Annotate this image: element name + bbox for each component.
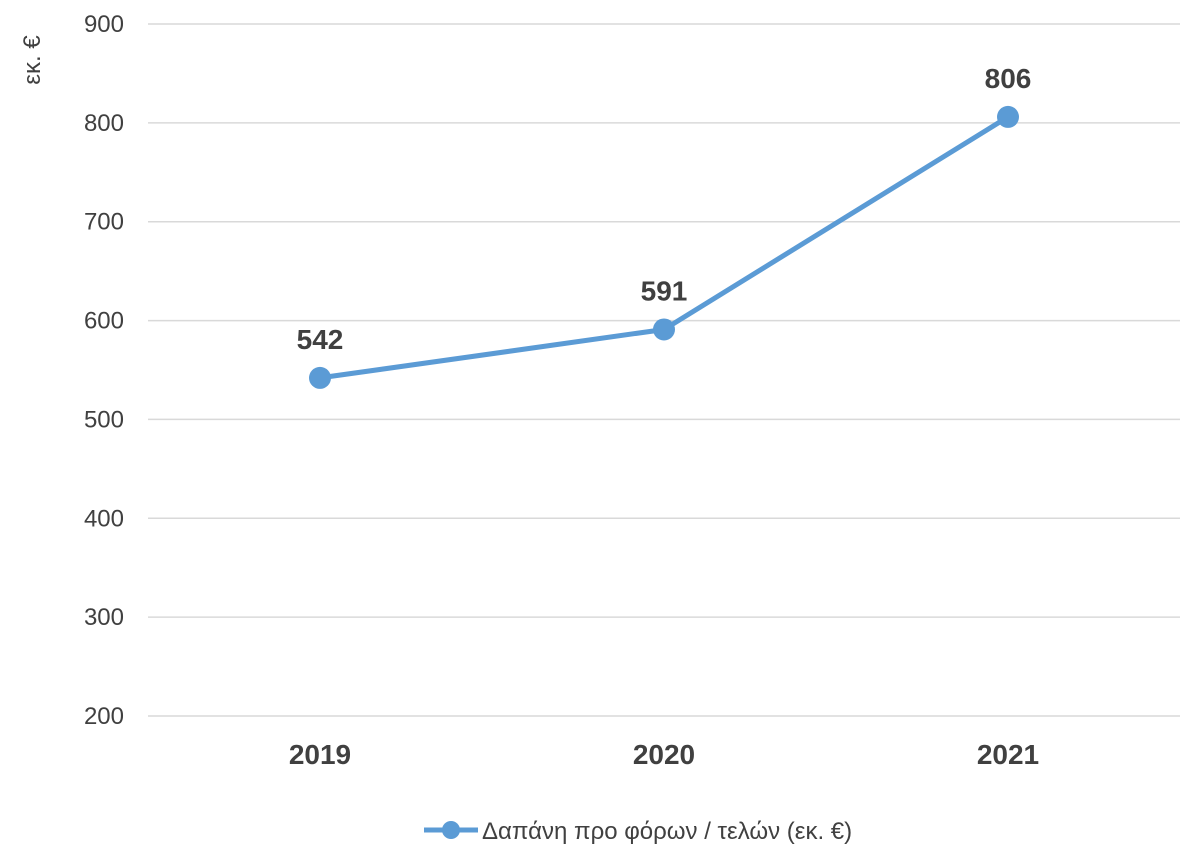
data-point (997, 105, 1019, 128)
data-label: 806 (985, 63, 1032, 94)
y-tick-label: 900 (84, 11, 124, 38)
x-tick-label: 2021 (977, 739, 1039, 770)
data-labels: 542 591 806 (297, 63, 1032, 355)
data-point (653, 318, 675, 341)
y-tick-label: 300 (84, 604, 124, 631)
y-tick-label: 800 (84, 110, 124, 137)
data-label: 591 (641, 275, 688, 306)
y-tick-label: 700 (84, 209, 124, 236)
y-tick-label: 200 (84, 703, 124, 730)
legend-marker-swatch (442, 821, 460, 839)
data-label: 542 (297, 324, 344, 355)
legend-label: Δαπάνη προ φόρων / τελών (εκ. €) (482, 818, 852, 845)
x-tick-label: 2020 (633, 739, 695, 770)
series-layer (309, 105, 1019, 389)
x-tick-label: 2019 (289, 739, 351, 770)
y-tick-label: 500 (84, 406, 124, 433)
data-point (309, 366, 331, 389)
y-tick-label: 400 (84, 505, 124, 532)
legend: Δαπάνη προ φόρων / τελών (εκ. €) (424, 818, 852, 845)
y-axis-ticks: 200 300 400 500 600 700 800 900 (84, 11, 124, 730)
x-axis-ticks: 2019 2020 2021 (289, 739, 1039, 770)
gridlines (148, 23, 1180, 717)
y-tick-label: 600 (84, 308, 124, 335)
y-axis-label: εκ. € (19, 35, 46, 85)
